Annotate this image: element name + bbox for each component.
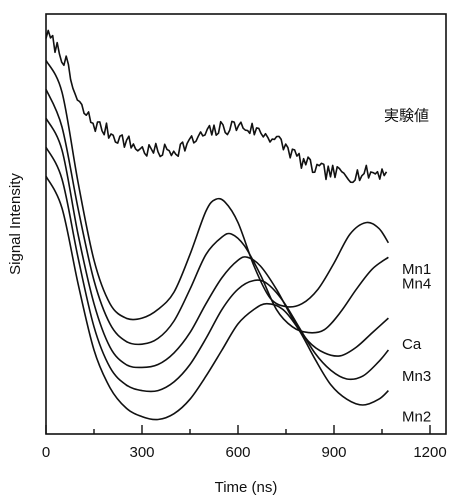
series-line-mn3 [45, 146, 390, 393]
series-label-ca: Ca [402, 336, 422, 353]
series-line-mn2 [45, 175, 389, 421]
series-label-mn4: Mn4 [402, 275, 431, 292]
x-tick-label: 600 [225, 444, 250, 461]
series-label-mn3: Mn3 [402, 368, 431, 385]
x-tick-label: 900 [321, 444, 346, 461]
series-line-ca [45, 117, 389, 369]
series-line-mn1 [45, 59, 390, 321]
x-tick-label: 300 [129, 444, 154, 461]
x-axis-tick-labels: 0 300 600 900 1200 [42, 444, 447, 461]
x-axis-label: Time (ns) [215, 479, 278, 496]
series-line-experimental [45, 29, 388, 184]
series-lines [45, 29, 390, 421]
x-axis-ticks [45, 425, 431, 434]
series-label-mn1: Mn1 [402, 261, 431, 278]
y-axis-label: Signal Intensity [7, 173, 24, 275]
series-label-mn2: Mn2 [402, 409, 431, 426]
plot-frame [45, 13, 447, 435]
series-line-mn4 [45, 88, 389, 346]
series-label-experimental: 実験値 [384, 107, 429, 124]
x-tick-label: 1200 [413, 444, 446, 461]
x-tick-label: 0 [42, 444, 50, 461]
